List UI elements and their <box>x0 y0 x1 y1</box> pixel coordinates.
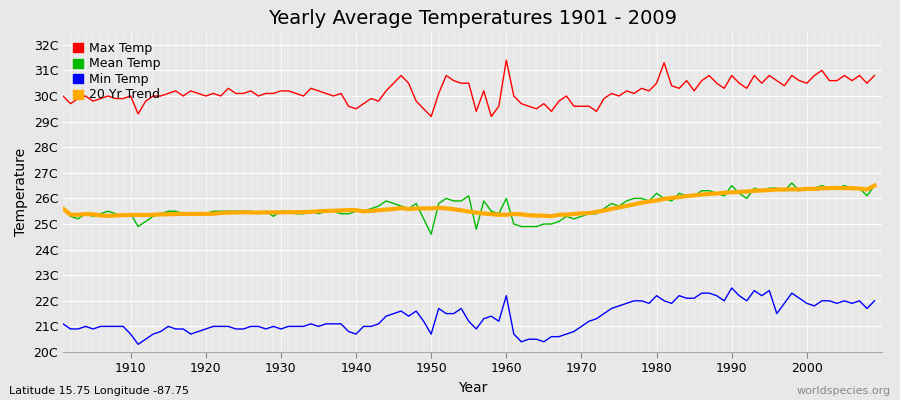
X-axis label: Year: Year <box>458 381 487 395</box>
Y-axis label: Temperature: Temperature <box>14 148 28 236</box>
Text: worldspecies.org: worldspecies.org <box>796 386 891 396</box>
Legend: Max Temp, Mean Temp, Min Temp, 20 Yr Trend: Max Temp, Mean Temp, Min Temp, 20 Yr Tre… <box>69 38 165 105</box>
Text: Latitude 15.75 Longitude -87.75: Latitude 15.75 Longitude -87.75 <box>9 386 189 396</box>
Title: Yearly Average Temperatures 1901 - 2009: Yearly Average Temperatures 1901 - 2009 <box>268 9 677 28</box>
